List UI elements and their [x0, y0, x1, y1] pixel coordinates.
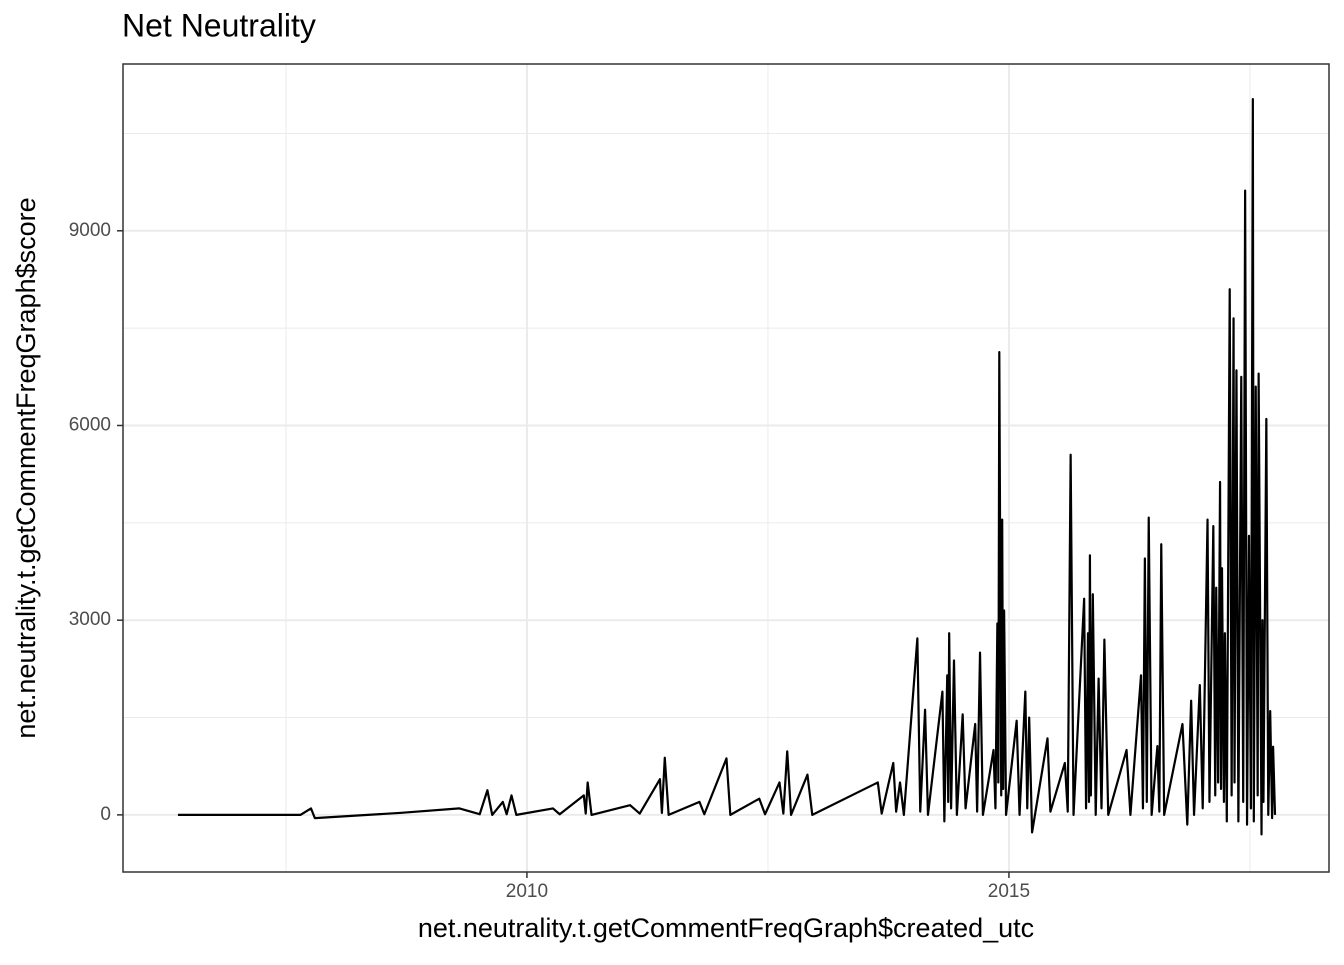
y-tick-label: 3000	[69, 609, 111, 630]
chart-title: Net Neutrality	[122, 7, 316, 43]
plot-background	[123, 64, 1329, 872]
y-tick-label: 0	[100, 804, 111, 825]
plot-border	[122, 63, 1330, 873]
x-axis-label: net.neutrality.t.getCommentFreqGraph$cre…	[418, 913, 1034, 943]
data-line	[177, 97, 1277, 836]
y-axis-label: net.neutrality.t.getCommentFreqGraph$sco…	[11, 197, 41, 738]
y-tick-label: 9000	[69, 220, 111, 241]
x-tick-label: 2010	[506, 881, 548, 902]
y-tick-label: 6000	[69, 415, 111, 436]
x-tick-label: 2015	[988, 881, 1030, 902]
